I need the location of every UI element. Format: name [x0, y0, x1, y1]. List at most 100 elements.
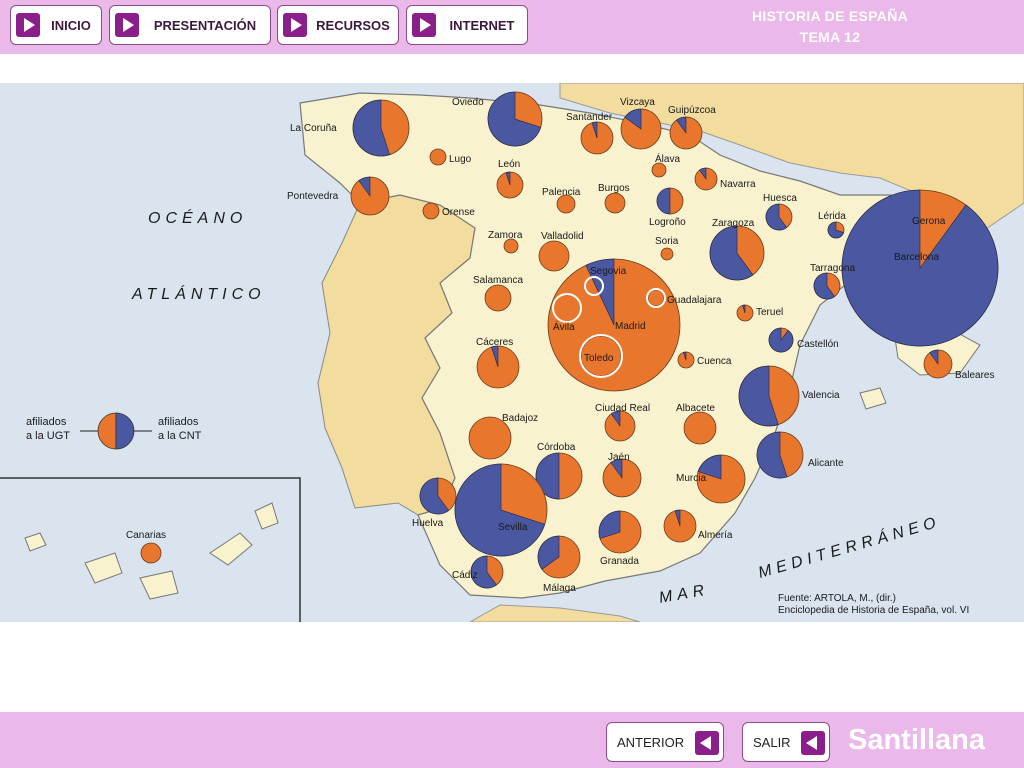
pie-zaragoza-cnt [709, 225, 754, 281]
pie-guadalajara-ugt [647, 289, 665, 307]
pie-pontevedra-cnt [358, 176, 371, 197]
pie-burgos-ugt [604, 192, 626, 214]
province-label-guipuzcoa: Guipúzcoa [668, 105, 716, 116]
province-labels: La Coruña Lugo Oviedo Pontevedra Orense León S… [126, 97, 994, 594]
province-label-burgos: Burgos [598, 183, 630, 194]
pie-sevilla-cnt [454, 463, 546, 557]
pie-canarias-ugt [140, 542, 162, 564]
province-label-jaen: Jaén [608, 452, 630, 463]
province-label-zaragoza: Zaragoza [712, 218, 755, 229]
province-label-madrid: Madrid [615, 321, 646, 332]
salir-label: SALIR [753, 735, 791, 750]
pie-huesca-cnt [765, 203, 788, 231]
province-label-toledo: Toledo [584, 353, 614, 364]
legend-cnt-line2: a la CNT [158, 430, 202, 442]
pie-la-coruna-cnt [352, 99, 391, 157]
province-label-cadiz: Cádiz [452, 570, 478, 581]
page-title: HISTORIA DE ESPAÑA [751, 8, 909, 24]
province-label-oviedo: Oviedo [452, 97, 484, 108]
province-label-pontevedra: Pontevedra [287, 191, 339, 202]
pie-valencia-cnt [738, 365, 779, 427]
province-label-albacete: Albacete [676, 403, 715, 414]
province-label-baleares: Baleares [955, 370, 994, 381]
nav-recursos-label: RECURSOS [316, 18, 390, 33]
nav-internet-label: INTERNET [449, 18, 515, 33]
pie-zamora-ugt [503, 238, 519, 254]
province-label-la-coruna: La Coruña [290, 123, 337, 134]
pie-granada-cnt [598, 510, 621, 539]
province-label-ciudad-real: Ciudad Real [595, 403, 650, 414]
nav-internet-button[interactable]: INTERNET [406, 5, 528, 45]
canarias-islands [24, 502, 279, 600]
province-label-vizcaya: Vizcaya [620, 97, 655, 108]
province-pies [140, 91, 999, 589]
province-label-huelva: Huelva [412, 518, 444, 529]
pie-cadiz-cnt [470, 555, 497, 589]
sea-label-mediterraneo: MEDITERRÁNEO [756, 512, 943, 582]
nav-recursos-button[interactable]: RECURSOS [277, 5, 399, 45]
pie-badajoz-ugt [468, 416, 512, 460]
pie-teruel-cnt [742, 304, 746, 314]
ring-segovia [584, 276, 604, 296]
play-arrow-icon [283, 13, 307, 37]
province-label-logrono: Logroño [649, 217, 686, 228]
province-label-tarragona: Tarragona [810, 263, 855, 274]
province-label-granada: Granada [600, 556, 639, 567]
play-arrow-icon [115, 13, 139, 37]
sea-label-oceano: OCÉANO [148, 208, 247, 227]
pie-alicante-cnt [756, 431, 788, 479]
pie-palencia-ugt [556, 194, 576, 214]
nav-inicio-button[interactable]: INICIO [10, 5, 102, 45]
province-label-murcia: Murcia [676, 473, 706, 484]
anterior-button[interactable]: ANTERIOR [606, 722, 724, 762]
pie-jaen-cnt [610, 458, 623, 479]
province-label-segovia: Segovia [590, 266, 627, 277]
province-label-alicante: Alicante [808, 458, 844, 469]
pie-guipuzcoa-cnt [676, 116, 687, 134]
province-label-badajoz: Badajoz [502, 413, 538, 424]
province-label-almeria: Almería [698, 530, 733, 541]
pie-albacete-ugt [683, 411, 717, 445]
province-label-palencia: Palencia [542, 187, 581, 198]
back-arrow-icon [695, 731, 719, 755]
pie-lugo-ugt [429, 148, 447, 166]
ibiza-land [859, 387, 887, 410]
anterior-label: ANTERIOR [617, 735, 685, 750]
legend-ugt-line2: a la UGT [26, 430, 70, 442]
play-arrow-icon [412, 13, 436, 37]
province-label-salamanca: Salamanca [473, 275, 523, 286]
sea-label-atlantico: ATLÁNTICO [131, 284, 266, 303]
source-line1: Fuente: ARTOLA, M., (dir.) [778, 593, 896, 604]
pie-malaga-cnt [537, 535, 560, 570]
province-label-santander: Santander [566, 112, 613, 123]
bottom-bar [0, 712, 1024, 768]
canarias-inset-frame [0, 477, 301, 622]
nav-presentacion-button[interactable]: PRESENTACIÓN [109, 5, 271, 45]
province-label-sevilla: Sevilla [498, 522, 528, 533]
province-label-cuenca: Cuenca [697, 356, 732, 367]
pie-barcelona-cnt [841, 189, 999, 347]
page-subtitle: TEMA 12 [799, 29, 861, 45]
province-label-zamora: Zamora [488, 230, 523, 241]
legend-ugt-line1: afiliados [26, 416, 67, 428]
morocco-land [468, 604, 641, 622]
source-line2: Enciclopedia de Historia de España, vol.… [778, 605, 969, 616]
salir-button[interactable]: SALIR [742, 722, 830, 762]
sea-label-mar: MAR [658, 581, 711, 607]
province-label-barcelona: Barcelona [894, 252, 939, 263]
back-arrow-icon [801, 731, 825, 755]
legend-pie-cnt [115, 412, 135, 450]
pie-navarra-cnt [699, 167, 707, 180]
play-arrow-icon [16, 13, 40, 37]
province-label-alava: Álava [655, 152, 680, 165]
pie-alava-ugt [651, 162, 667, 178]
ring-guadalajara [646, 288, 666, 308]
province-label-caceres: Cáceres [476, 337, 513, 348]
pie-castellon-cnt [768, 327, 794, 353]
province-label-cordoba: Córdoba [537, 442, 576, 453]
province-label-soria: Soria [655, 236, 679, 247]
pie-caceres-cnt [491, 345, 499, 368]
province-label-huesca: Huesca [763, 193, 797, 204]
province-label-teruel: Teruel [756, 307, 783, 318]
legend-pie-ugt [97, 412, 117, 450]
